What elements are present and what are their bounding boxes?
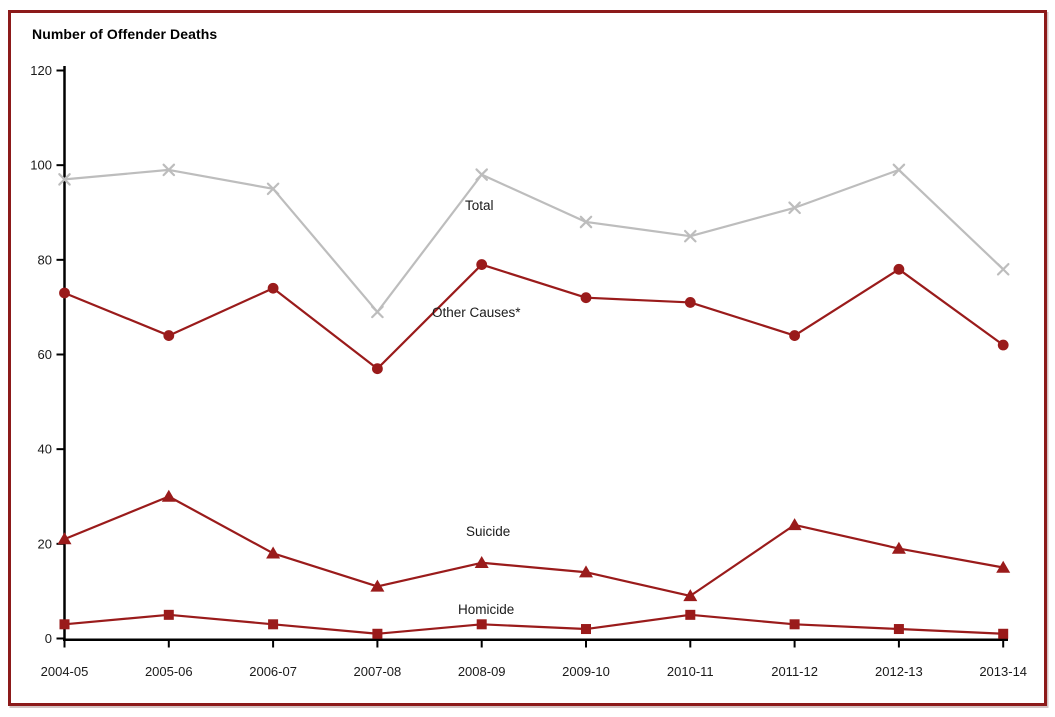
marker-homicide: [476, 619, 487, 630]
marker-total: [892, 163, 906, 177]
marker-homicide: [685, 609, 696, 620]
series-other-causes: [59, 259, 1009, 375]
marker-total: [684, 229, 697, 243]
marker-total: [996, 263, 1010, 276]
marker-suicide: [57, 532, 72, 545]
marker-suicide: [266, 546, 281, 559]
marker-suicide: [370, 579, 385, 592]
x-tick-label: 2012-13: [875, 664, 923, 679]
marker-other-causes: [163, 330, 175, 341]
series-label-other-causes: Other Causes*: [432, 305, 521, 320]
marker-other-causes: [267, 282, 279, 294]
series-label-total: Total: [465, 198, 494, 213]
marker-homicide: [581, 624, 591, 635]
marker-homicide: [163, 609, 174, 620]
marker-suicide: [161, 489, 176, 502]
y-tick-label: 60: [38, 347, 52, 362]
marker-homicide: [789, 619, 800, 630]
x-tick-label: 2004-05: [41, 664, 89, 679]
series-total: [58, 163, 1010, 319]
axes: 0 20 40 60 80 100 120 2004-05 2005-06 2006-07 2007…: [30, 63, 1027, 679]
marker-other-causes: [59, 287, 70, 299]
series-line-suicide: [64, 495, 1004, 598]
y-tick-label: 100: [30, 158, 52, 173]
marker-suicide: [474, 555, 489, 568]
marker-total: [579, 215, 593, 229]
y-tick-label: 120: [30, 63, 52, 78]
x-tick-label: 2011-12: [771, 664, 818, 679]
marker-total: [58, 173, 71, 186]
marker-total: [266, 182, 280, 196]
marker-other-causes: [684, 297, 696, 308]
series-homicide: [59, 609, 1009, 639]
marker-homicide: [372, 628, 383, 639]
marker-total: [475, 168, 488, 181]
marker-other-causes: [372, 363, 383, 375]
marker-homicide: [268, 619, 279, 630]
series-label-suicide: Suicide: [466, 524, 510, 539]
y-tick-label: 0: [45, 631, 52, 646]
marker-homicide: [59, 619, 70, 630]
y-tick-label: 20: [38, 536, 52, 551]
marker-other-causes: [476, 259, 488, 270]
marker-suicide: [891, 541, 906, 554]
marker-suicide: [996, 560, 1011, 573]
series-suicide: [57, 489, 1011, 602]
x-tick-label: 2010-11: [667, 664, 714, 679]
x-tick-label: 2008-09: [458, 664, 506, 679]
x-tick-label: 2009-10: [562, 664, 610, 679]
series-line-other-causes: [64, 263, 1004, 370]
x-tick-label: 2006-07: [249, 664, 297, 679]
marker-suicide: [787, 518, 802, 531]
marker-other-causes: [997, 339, 1009, 351]
series-label-homicide: Homicide: [458, 602, 514, 617]
marker-suicide: [683, 589, 698, 602]
y-tick-label: 40: [38, 442, 52, 457]
x-tick-label: 2007-08: [354, 664, 402, 679]
chart-frame: [8, 10, 1047, 706]
marker-other-causes: [789, 330, 800, 341]
marker-suicide: [579, 565, 593, 578]
marker-other-causes: [893, 263, 905, 275]
series-line-total: [64, 168, 1004, 313]
series-labels: Total Other Causes* Suicide Homicide: [432, 198, 521, 617]
y-tick-label: 80: [38, 252, 52, 267]
series-line-homicide: [64, 613, 1004, 635]
x-tick-label: 2013-14: [979, 664, 1027, 679]
marker-total: [788, 201, 801, 215]
marker-other-causes: [580, 292, 592, 304]
chart-title: Number of Offender Deaths: [32, 26, 218, 42]
marker-homicide: [998, 628, 1009, 639]
x-tick-label: 2005-06: [145, 664, 193, 679]
marker-total: [371, 305, 384, 319]
marker-total: [162, 163, 176, 177]
marker-homicide: [893, 624, 904, 635]
